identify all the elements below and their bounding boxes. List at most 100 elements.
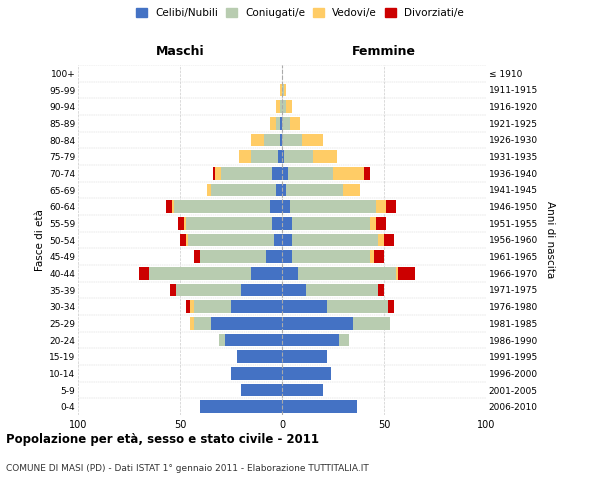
Bar bbox=[280, 84, 282, 96]
Bar bbox=[364, 167, 370, 179]
Bar bbox=[282, 167, 288, 179]
Bar bbox=[166, 200, 172, 213]
Bar bbox=[186, 300, 190, 313]
Bar bbox=[231, 367, 282, 380]
Bar bbox=[282, 284, 307, 296]
Bar bbox=[272, 167, 282, 179]
Bar bbox=[178, 217, 184, 230]
Bar bbox=[353, 317, 390, 330]
Bar bbox=[386, 200, 396, 213]
Bar bbox=[206, 184, 211, 196]
Bar bbox=[284, 84, 286, 96]
Bar bbox=[282, 384, 323, 396]
Bar bbox=[270, 200, 282, 213]
Bar bbox=[282, 400, 358, 413]
Bar bbox=[215, 167, 221, 179]
Bar bbox=[180, 234, 186, 246]
Y-axis label: Fasce di età: Fasce di età bbox=[35, 209, 45, 271]
Bar bbox=[139, 267, 149, 280]
Bar bbox=[174, 200, 270, 213]
Bar bbox=[292, 250, 370, 263]
Bar bbox=[184, 217, 186, 230]
Bar bbox=[282, 134, 302, 146]
Bar bbox=[302, 134, 323, 146]
Bar bbox=[190, 317, 194, 330]
Bar bbox=[282, 100, 286, 113]
Bar bbox=[212, 167, 215, 179]
Bar bbox=[282, 217, 292, 230]
Bar bbox=[276, 117, 280, 130]
Text: Popolazione per età, sesso e stato civile - 2011: Popolazione per età, sesso e stato civil… bbox=[6, 432, 319, 446]
Bar bbox=[282, 117, 290, 130]
Bar bbox=[276, 100, 280, 113]
Bar bbox=[241, 384, 282, 396]
Bar bbox=[176, 284, 241, 296]
Text: Maschi: Maschi bbox=[155, 46, 205, 59]
Bar bbox=[376, 217, 386, 230]
Bar bbox=[396, 267, 398, 280]
Bar bbox=[200, 400, 282, 413]
Bar bbox=[274, 234, 282, 246]
Bar bbox=[241, 284, 282, 296]
Bar bbox=[282, 267, 298, 280]
Bar bbox=[237, 350, 282, 363]
Bar bbox=[378, 234, 384, 246]
Bar bbox=[292, 234, 378, 246]
Bar bbox=[251, 267, 282, 280]
Bar bbox=[190, 300, 194, 313]
Bar bbox=[276, 184, 282, 196]
Bar bbox=[282, 367, 331, 380]
Bar bbox=[221, 167, 272, 179]
Bar bbox=[272, 217, 282, 230]
Bar bbox=[186, 234, 188, 246]
Bar bbox=[290, 200, 376, 213]
Bar bbox=[286, 184, 343, 196]
Bar bbox=[200, 250, 266, 263]
Bar bbox=[282, 317, 353, 330]
Bar bbox=[298, 267, 396, 280]
Bar bbox=[186, 217, 272, 230]
Bar bbox=[282, 234, 292, 246]
Bar bbox=[313, 150, 337, 163]
Bar bbox=[149, 267, 251, 280]
Bar bbox=[327, 300, 388, 313]
Bar bbox=[333, 167, 364, 179]
Bar bbox=[211, 184, 276, 196]
Bar bbox=[376, 200, 386, 213]
Bar bbox=[282, 300, 327, 313]
Bar bbox=[378, 284, 384, 296]
Bar bbox=[282, 350, 327, 363]
Bar bbox=[211, 317, 282, 330]
Bar bbox=[282, 250, 292, 263]
Text: COMUNE DI MASI (PD) - Dati ISTAT 1° gennaio 2011 - Elaborazione TUTTITALIA.IT: COMUNE DI MASI (PD) - Dati ISTAT 1° genn… bbox=[6, 464, 369, 473]
Bar bbox=[280, 134, 282, 146]
Bar bbox=[374, 250, 384, 263]
Bar bbox=[270, 117, 276, 130]
Bar bbox=[286, 100, 292, 113]
Bar bbox=[194, 250, 200, 263]
Bar bbox=[292, 217, 370, 230]
Y-axis label: Anni di nascita: Anni di nascita bbox=[545, 202, 554, 278]
Bar bbox=[231, 300, 282, 313]
Bar bbox=[370, 250, 374, 263]
Bar bbox=[219, 334, 225, 346]
Bar bbox=[170, 284, 176, 296]
Bar bbox=[307, 284, 378, 296]
Bar bbox=[398, 267, 415, 280]
Bar bbox=[282, 150, 284, 163]
Bar bbox=[282, 84, 284, 96]
Bar bbox=[172, 200, 174, 213]
Bar bbox=[282, 200, 290, 213]
Text: Femmine: Femmine bbox=[352, 46, 416, 59]
Bar bbox=[194, 300, 231, 313]
Bar bbox=[280, 117, 282, 130]
Bar bbox=[290, 117, 301, 130]
Bar bbox=[280, 100, 282, 113]
Bar bbox=[251, 150, 278, 163]
Bar bbox=[339, 334, 349, 346]
Bar bbox=[194, 317, 211, 330]
Bar bbox=[284, 150, 313, 163]
Bar bbox=[388, 300, 394, 313]
Bar bbox=[370, 217, 376, 230]
Bar bbox=[251, 134, 263, 146]
